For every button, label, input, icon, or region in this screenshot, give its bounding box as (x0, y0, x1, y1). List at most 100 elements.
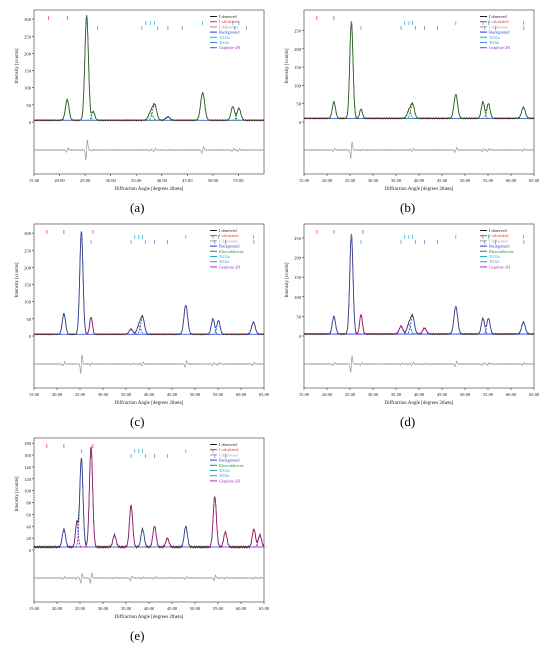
calculated-line (304, 234, 534, 335)
phase-peak (344, 21, 358, 119)
y-axis-label: Intensity [counts] (15, 48, 20, 83)
plot-frame (33, 9, 265, 175)
panel-label-a: (a) (130, 200, 145, 215)
legend-label: Background (489, 244, 510, 249)
legend-label: I calculated (489, 233, 509, 238)
y-tick-label: 0 (299, 120, 302, 125)
x-tick-label: 50.00 (190, 392, 201, 397)
phase-peak (57, 528, 71, 548)
y-tick-label: 40 (26, 524, 31, 529)
legend-label: I calculated (219, 19, 239, 24)
legend-label: I calculated (489, 19, 509, 24)
x-tick-label: 60.00 (236, 392, 247, 397)
x-tick-label: 20.00 (54, 178, 65, 183)
xrd-plot-e: 180 160 140 120 100 80 60 40 20 0 15.00 20.00 25.00 3… (15, 437, 270, 620)
phase-peak (124, 503, 138, 548)
x-tick-label: 55.00 (213, 606, 224, 611)
panel-label-c: (c) (130, 414, 145, 429)
legend-label: TiO2a (219, 254, 230, 259)
phase-peak (448, 93, 464, 119)
y-tick-label: 20 (26, 536, 31, 541)
y-tick-label: 0 (29, 548, 32, 553)
x-tick-label: 40.00 (157, 178, 168, 183)
x-tick-label: 50.00 (460, 392, 471, 397)
phase-peak (108, 534, 121, 548)
y-tick-label: 250 (294, 236, 302, 241)
difference-line (303, 141, 535, 160)
legend-label: TiO2r (489, 40, 500, 45)
x-tick-label: 50.00 (190, 606, 201, 611)
chart-panel-b: 250 200 150 100 50 0 15.00 20.00 25.00 30.00 35.00… (282, 4, 540, 215)
x-tick-label: 65.00 (529, 392, 540, 397)
phase-peak (57, 312, 71, 335)
y-axis-label: Intensity [counts] (15, 262, 20, 297)
legend-label: Graphite-2H (489, 264, 510, 269)
x-tick-label: 25.00 (80, 178, 91, 183)
legend-label: TiO2r (219, 259, 230, 264)
phase-peak (246, 321, 261, 335)
y-tick-label: 100 (24, 300, 32, 305)
legend-label: Background (219, 458, 240, 463)
phase-peak (218, 531, 232, 548)
x-tick-label: 65.00 (259, 606, 270, 611)
phase-peak (355, 108, 367, 119)
x-tick-label: 45.00 (182, 178, 193, 183)
y-tick-label: 200 (294, 47, 302, 52)
x-axis-label: Diffraction Angle [degrees 2theta] (115, 187, 184, 192)
x-tick-label: 45.00 (437, 178, 448, 183)
x-tick-label: 15.00 (29, 178, 40, 183)
y-tick-label: 300 (24, 17, 32, 22)
x-tick-label: 20.00 (52, 606, 63, 611)
x-tick-label: 35.00 (121, 606, 132, 611)
phase-peak (208, 496, 222, 548)
legend-label: Graphite-2H (219, 264, 240, 269)
y-tick-label: 50 (26, 317, 31, 322)
phase-peak (85, 316, 97, 335)
x-tick-label: 60.00 (506, 392, 517, 397)
panel-label-b: (b) (400, 200, 416, 215)
difference-line (33, 572, 265, 584)
phase-peak (476, 101, 490, 119)
y-tick-label: 150 (294, 65, 302, 70)
legend-label: Graphite-2H (219, 45, 240, 50)
phase-peak (148, 525, 161, 548)
phase-peak (327, 315, 341, 335)
phase-peak (71, 522, 83, 548)
y-axis-label: Intensity [counts] (285, 48, 290, 83)
phase-peak (253, 534, 267, 548)
phase-peak (448, 305, 464, 335)
legend-label: I difference (219, 452, 238, 457)
legend-label: TiO2a (489, 35, 500, 40)
y-tick-label: 250 (24, 248, 32, 253)
phase-peak (405, 315, 420, 335)
x-tick-label: 40.00 (414, 392, 425, 397)
x-tick-label: 45.00 (167, 392, 178, 397)
phase-peak (79, 15, 94, 121)
y-axis-label: Intensity [counts] (285, 262, 290, 297)
xrd-plot-c: 300 250 200 150 100 50 0 15.00 20.00 25.00 30.00 35… (15, 223, 270, 406)
x-axis-label: Diffraction Angle [degrees 2theta] (385, 401, 454, 406)
legend-label: Background (489, 30, 510, 35)
chart-panel-e: 180 160 140 120 100 80 60 40 20 0 15.00 20.00 25.00 3… (12, 432, 270, 643)
phase-peak (417, 327, 432, 335)
phase-peak (142, 112, 159, 121)
y-tick-label: 200 (24, 51, 32, 56)
legend-label: Graphite-2H (489, 45, 510, 50)
x-tick-label: 65.00 (259, 392, 270, 397)
xrd-plot-d: 250 200 150 100 50 0 15.00 20.00 25.00 30.00 35.00… (285, 223, 540, 406)
x-tick-label: 20.00 (322, 392, 333, 397)
x-tick-label: 15.00 (299, 178, 310, 183)
phase-peak (136, 528, 150, 548)
legend-label: Khoroshkevite (219, 249, 244, 254)
legend-label: I difference (489, 24, 508, 29)
x-tick-label: 50.00 (460, 178, 471, 183)
x-tick-label: 55.00 (233, 178, 244, 183)
x-tick-label: 40.00 (414, 178, 425, 183)
y-tick-label: 50 (296, 314, 301, 319)
y-tick-label: 50 (26, 103, 31, 108)
legend-label: TiO2a (219, 468, 230, 473)
y-tick-label: 100 (294, 295, 302, 300)
legend-label: TiO2r (219, 40, 230, 45)
phase-peak (178, 304, 194, 335)
legend-label: I calculated (219, 447, 239, 452)
